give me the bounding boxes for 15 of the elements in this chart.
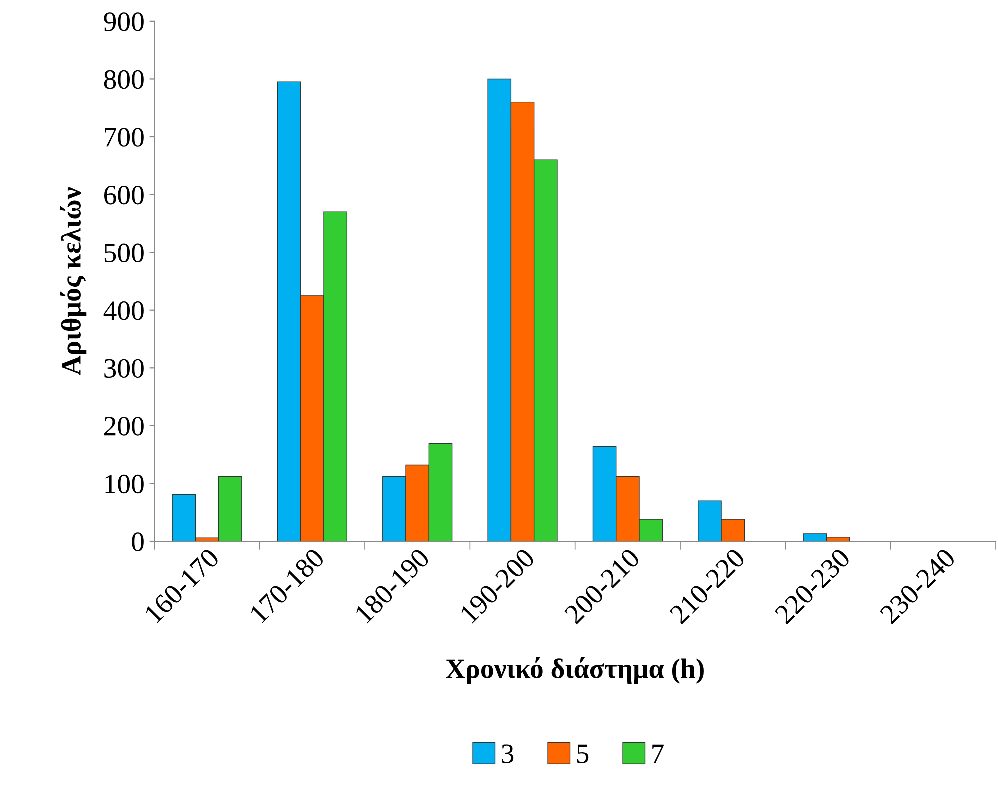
y-axis-title: Αριθμός κελιών xyxy=(60,188,87,376)
y-tick-label: 200 xyxy=(104,417,144,436)
legend-label: 7 xyxy=(652,744,664,764)
y-tick-label: 400 xyxy=(104,302,144,320)
y-tick-label: 800 xyxy=(104,70,144,90)
x-axis-title: Χρονικό διάστημα (h) xyxy=(446,657,704,684)
legend-label: 5 xyxy=(577,744,589,764)
legend-label: 3 xyxy=(502,744,514,764)
y-tick-label: 600 xyxy=(104,186,144,205)
y-tick-label: 700 xyxy=(105,128,144,147)
y-tick-label: 300 xyxy=(104,359,144,378)
y-tick-label: 900 xyxy=(104,12,144,32)
y-tick-label: 500 xyxy=(104,244,144,262)
y-tick-label: 100 xyxy=(106,474,144,494)
y-tick-label: 0 xyxy=(132,532,144,552)
